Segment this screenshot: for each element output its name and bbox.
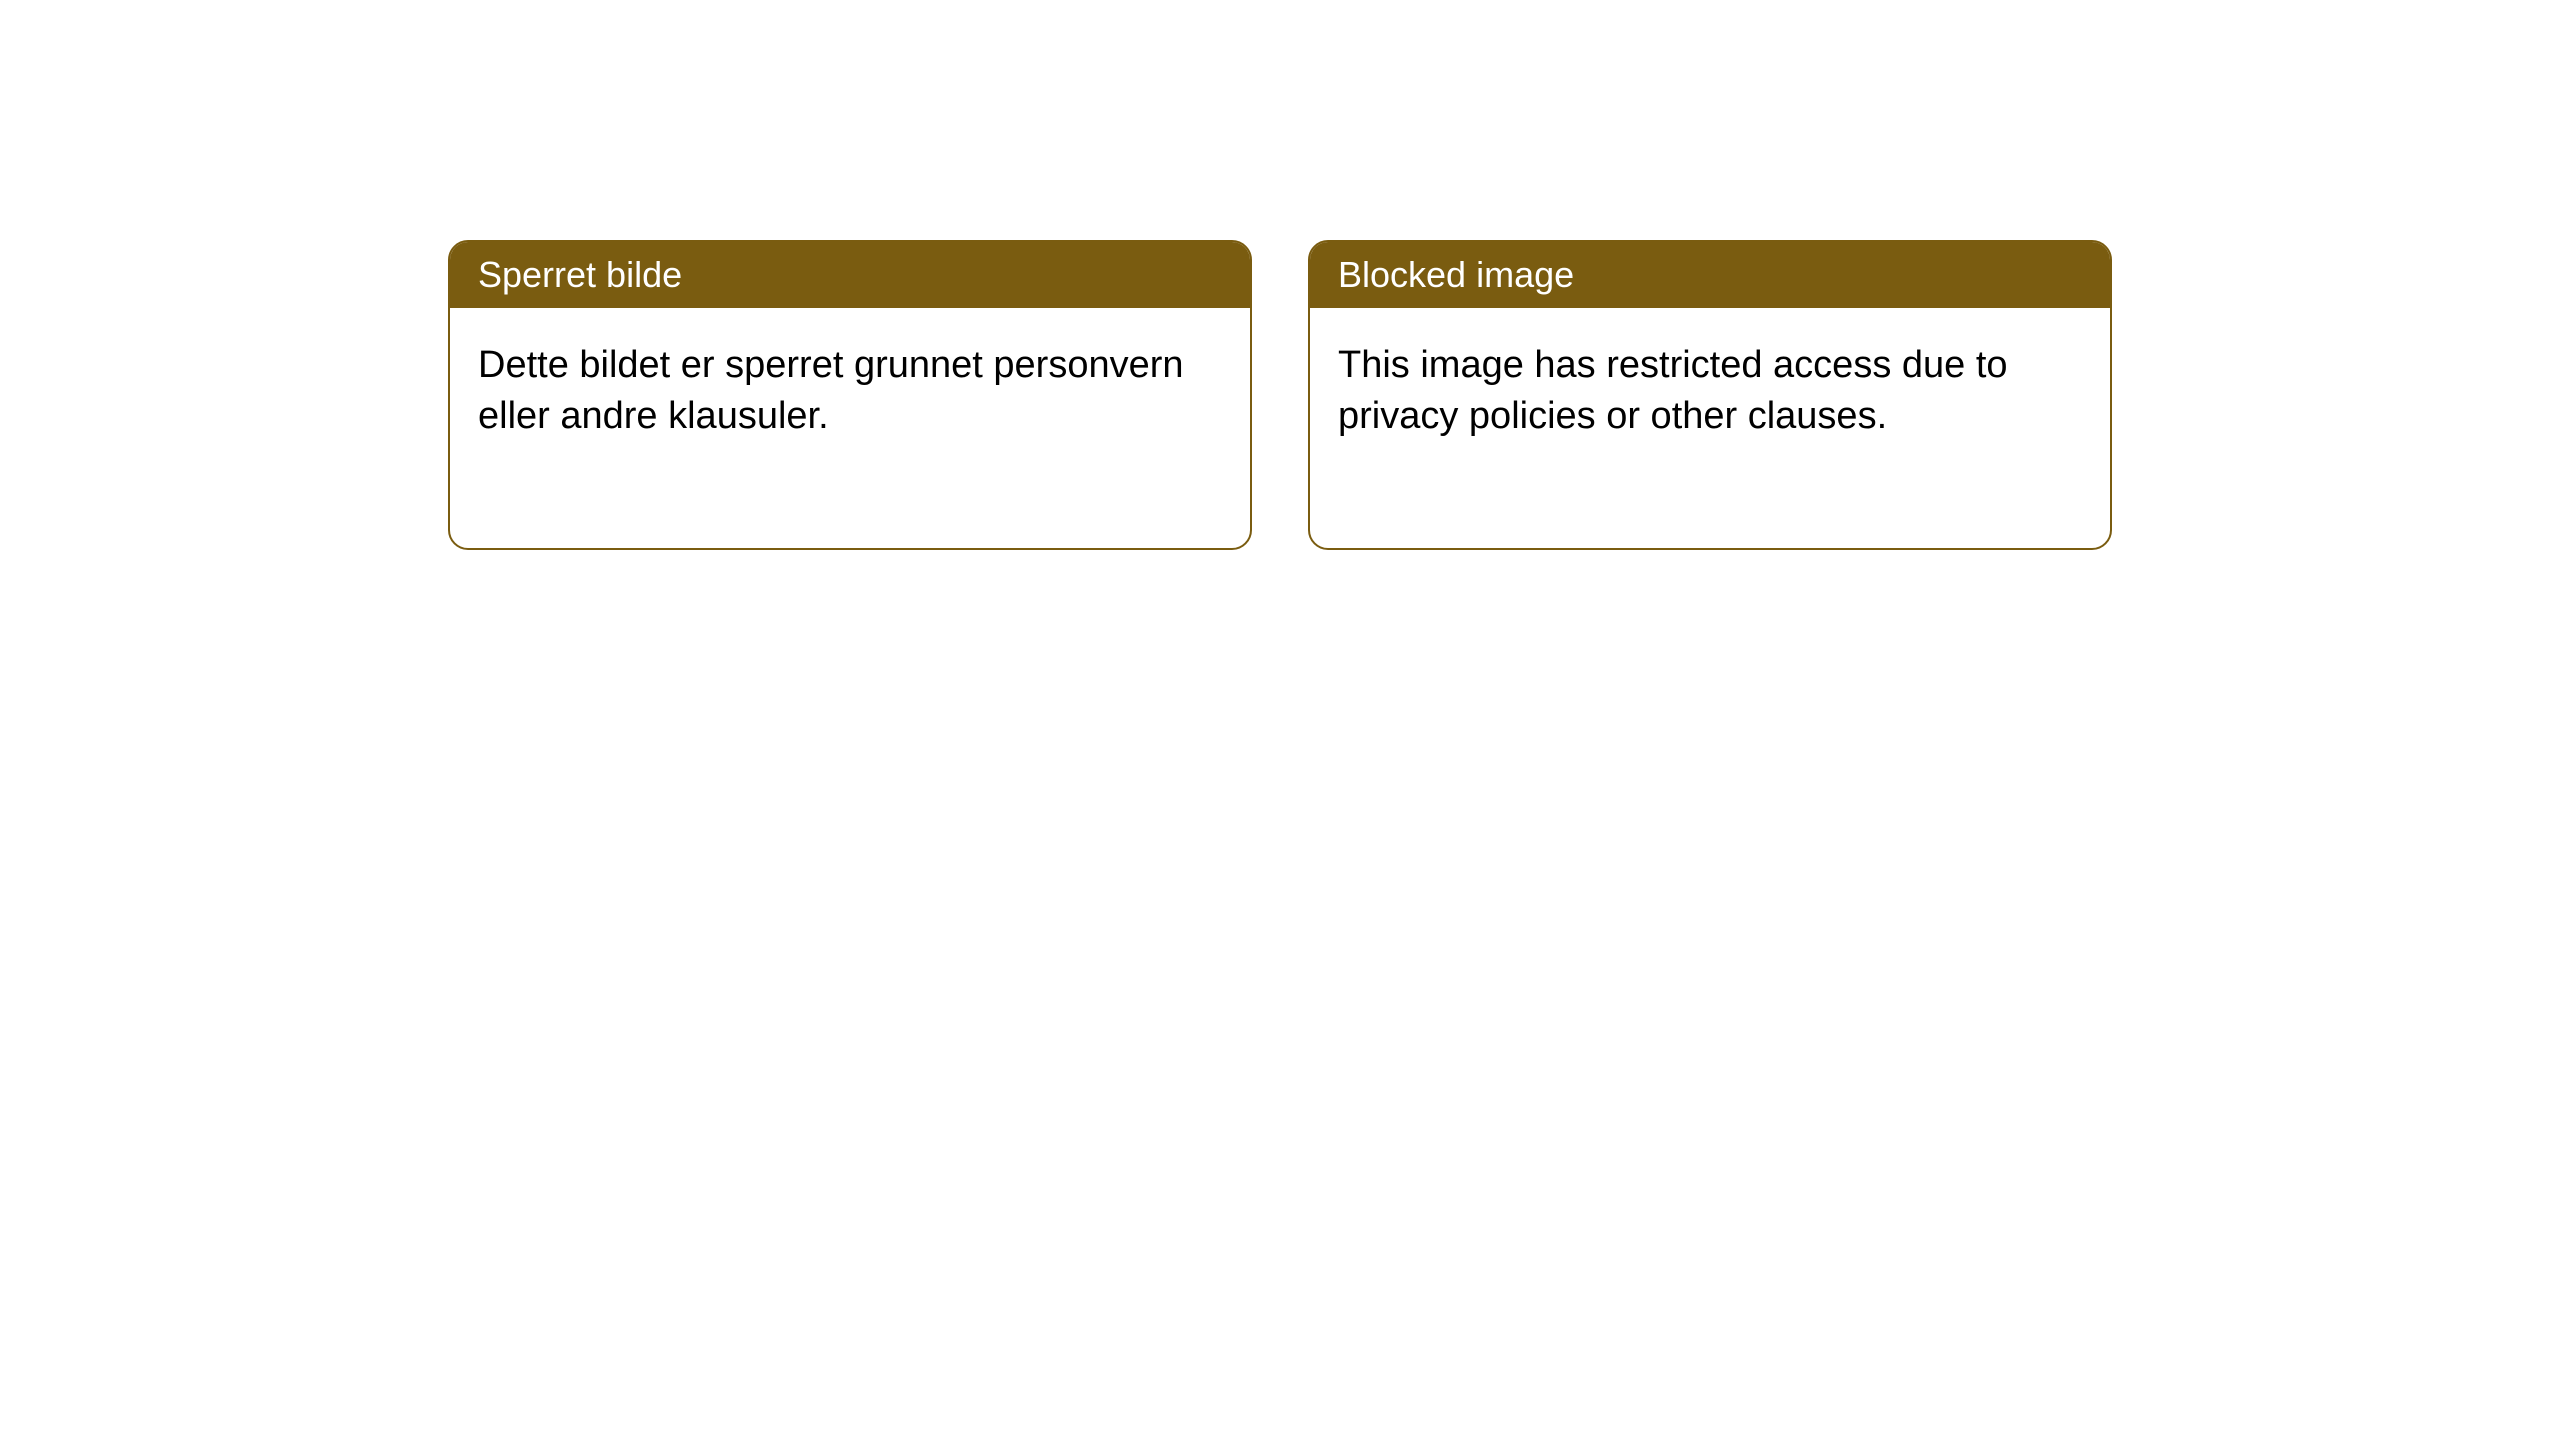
notice-card-en: Blocked image This image has restricted … [1308,240,2112,550]
notice-card-no: Sperret bilde Dette bildet er sperret gr… [448,240,1252,550]
notice-header-no: Sperret bilde [450,242,1250,308]
notice-header-en: Blocked image [1310,242,2110,308]
notice-body-no: Dette bildet er sperret grunnet personve… [450,308,1250,548]
notice-body-en: This image has restricted access due to … [1310,308,2110,548]
notice-container: Sperret bilde Dette bildet er sperret gr… [448,240,2112,550]
